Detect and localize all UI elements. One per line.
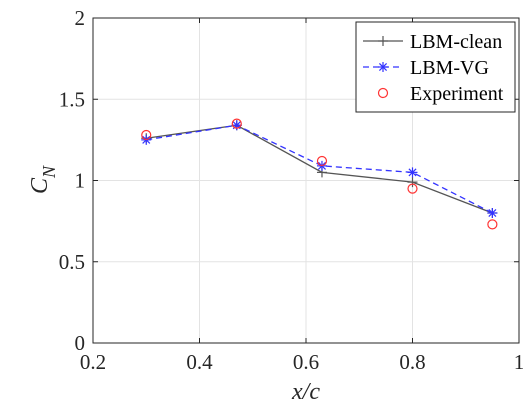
x-axis-label: x/c <box>291 379 320 405</box>
y-tick-label: 1.5 <box>59 87 85 111</box>
x-tick-label: 0.2 <box>80 350 106 374</box>
legend-label-lbm-vg: LBM-VG <box>410 57 489 79</box>
data-point-experiment <box>316 155 328 167</box>
series-layer <box>141 118 498 230</box>
legend-label-experiment: Experiment <box>410 83 504 105</box>
data-point-experiment <box>141 129 152 141</box>
legend-marker-experiment <box>377 87 389 99</box>
series-experiment <box>141 118 498 230</box>
data-point-experiment <box>407 183 418 194</box>
data-point-experiment <box>487 219 498 230</box>
y-axis-label-main: C <box>27 177 53 194</box>
x-tick-label: 0.8 <box>399 350 425 374</box>
data-point-experiment <box>231 118 242 129</box>
axis-ticks: 0.2 0.4 0.6 0.8 1 0 0.5 1 1.5 2 <box>59 6 523 374</box>
data-point-lbm-vg <box>407 167 418 178</box>
legend-label-lbm-clean: LBM-clean <box>410 31 502 53</box>
x-tick-label: 0.6 <box>293 350 319 374</box>
data-point-lbm-vg <box>487 208 498 218</box>
y-tick-label: 0 <box>75 331 86 355</box>
data-point-lbm-clean <box>407 177 418 188</box>
y-axis-label: CN <box>27 165 59 194</box>
legend-marker-lbm-vg <box>378 62 388 72</box>
series-line-lbm-vg <box>146 124 493 214</box>
y-tick-label: 2 <box>75 6 86 30</box>
legend: LBM-clean LBM-VG Experiment <box>355 21 516 113</box>
x-tick-label: 0.4 <box>186 350 213 374</box>
y-axis-label-subscript: N <box>39 165 59 179</box>
legend-marker-lbm-clean <box>378 36 388 46</box>
y-tick-label: 1 <box>75 169 86 193</box>
svg-text:CN: CN <box>27 165 59 194</box>
x-tick-label: 1 <box>514 350 523 374</box>
y-tick-label: 0.5 <box>59 250 85 274</box>
